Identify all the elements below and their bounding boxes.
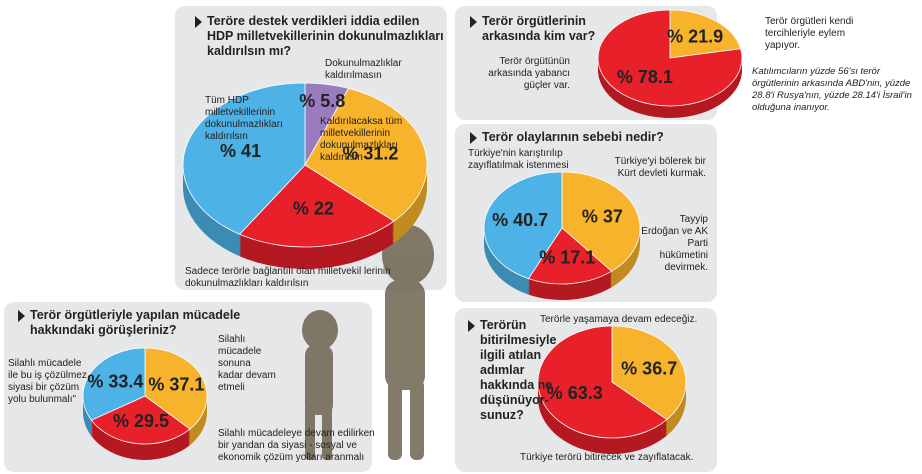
chart-title: Terörün bitirilmesiyle ilgili atılan adı… <box>468 318 558 423</box>
pie-slice <box>483 171 563 280</box>
category-label: Kaldırılacaksa tüm milletvekillerinin do… <box>320 116 403 163</box>
category-label: Terör örgütünün arkasında yabancı güçler… <box>488 56 570 91</box>
category-label: Sadece terörle bağlantılı olan milletvek… <box>185 266 391 289</box>
value-label: % 37.1 <box>148 374 204 394</box>
pie-slice <box>182 82 306 235</box>
pie-slice <box>537 325 668 439</box>
category-label: Silahlı mücadele sonuna kadar devam etme… <box>218 334 276 393</box>
pie-slice <box>304 87 428 222</box>
chart-title: Terör örgütlerinin arkasında kim var? <box>470 14 602 44</box>
pie-slice <box>597 9 743 107</box>
chart-title: Teröre destek verdikleri iddia edilen HD… <box>195 14 447 59</box>
category-label: Tayyip Erdoğan ve AK Parti hükümetini de… <box>641 214 708 273</box>
annotation: Katılımcıların yüzde 56'sı terör örgütle… <box>752 66 912 113</box>
value-label: % 41 <box>220 141 261 161</box>
category-label: Silahlı mücadeleye devam edilirken bir y… <box>218 428 375 463</box>
value-label: % 17.1 <box>539 247 595 267</box>
chart-title: Terör olaylarının sebebi nedir? <box>470 130 702 145</box>
category-label: Dokunulmazlıklar kaldırılmasın <box>325 58 402 81</box>
value-label: % 63.3 <box>547 383 603 403</box>
pie-slice <box>561 171 641 272</box>
category-label: Silahlı mücadele ile bu iş çözülmez, siy… <box>8 358 90 405</box>
chart-title: Terör örgütleriyle yapılan mücadele hakk… <box>18 308 260 338</box>
value-label: % 21.9 <box>667 26 723 46</box>
category-label: Tüm HDP milletvekillerinin dokunulmazlık… <box>205 95 283 142</box>
category-label: Terör örgütleri kendi tercihleriyle eyle… <box>765 16 854 51</box>
value-label: % 40.7 <box>492 210 548 230</box>
pie-slice <box>238 164 395 248</box>
value-label: % 31.2 <box>342 144 398 164</box>
value-label: % 5.8 <box>299 91 345 111</box>
pie-slice <box>611 325 687 421</box>
soldier-photo <box>302 225 434 460</box>
pie-slice <box>144 347 208 430</box>
value-label: % 37 <box>582 206 623 226</box>
category-label: Türkiye'yi bölerek bir Kürt devleti kurm… <box>614 156 706 179</box>
category-label: Türkiye'nin karıştırılıp zayıflatılmak i… <box>468 148 569 171</box>
pie-slice <box>527 227 613 285</box>
category-label: Türkiye terörü bitirecek ve zayıflatacak… <box>520 452 694 463</box>
value-label: % 29.5 <box>113 411 169 431</box>
value-label: % 36.7 <box>621 358 677 378</box>
category-label: Terörle yaşamaya devam edeceğiz. <box>540 314 698 325</box>
pie-slice <box>90 395 191 445</box>
pie-slice <box>82 347 146 421</box>
value-label: % 22 <box>293 198 334 218</box>
pie-slice <box>669 9 742 59</box>
value-label: % 78.1 <box>617 67 673 87</box>
value-label: % 33.4 <box>87 372 143 392</box>
